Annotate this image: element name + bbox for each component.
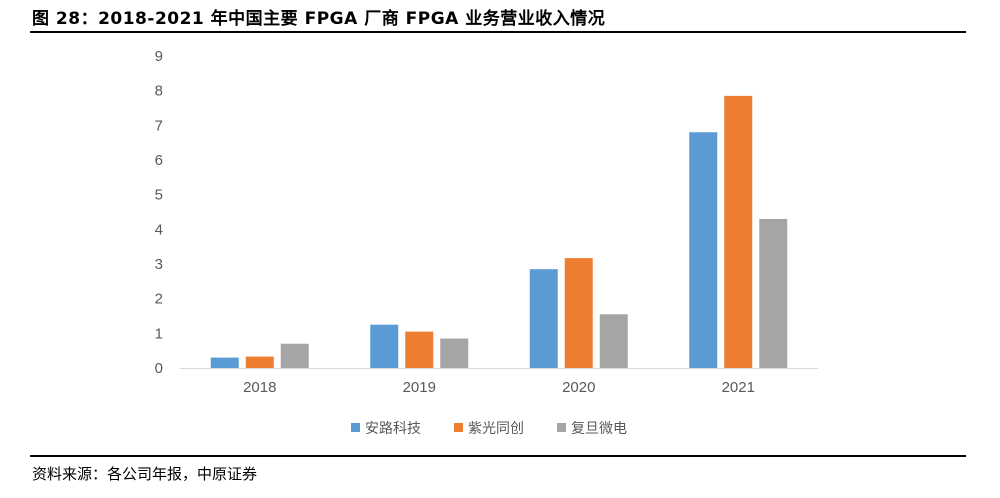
top-rule [30, 31, 966, 33]
y-tick-label: 0 [155, 360, 163, 377]
bar-紫光同创-2020 [564, 258, 593, 368]
bar-复旦微电-2021 [759, 218, 788, 368]
legend-label: 安路科技 [365, 421, 421, 437]
legend-label: 复旦微电 [571, 420, 627, 437]
y-tick-label: 9 [155, 48, 163, 65]
bar-group-2021 [689, 95, 788, 368]
x-tick-label: 2021 [722, 379, 755, 396]
legend-item: 紫光同创 [454, 421, 524, 437]
bar-安路科技-2018 [210, 357, 239, 368]
bar-紫光同创-2019 [405, 331, 434, 368]
bar-groups [210, 95, 788, 368]
legend-label: 紫光同创 [468, 421, 524, 437]
y-axis-ticks: 0 1 2 3 4 5 6 7 8 9 [155, 48, 163, 377]
bar-复旦微电-2020 [599, 314, 628, 368]
y-tick-label: 7 [155, 117, 163, 134]
figure-title: 图 28：2018-2021 年中国主要 FPGA 厂商 FPGA 业务营业收入… [32, 9, 606, 29]
bottom-rule [30, 455, 966, 457]
y-tick-label: 5 [155, 187, 163, 204]
y-tick-label: 8 [155, 83, 163, 100]
legend: 安路科技 紫光同创 复旦微电 [351, 420, 627, 437]
x-tick-label: 2019 [403, 379, 436, 396]
bar-紫光同创-2021 [724, 95, 753, 368]
legend-swatch [351, 423, 360, 432]
legend-swatch [454, 423, 463, 432]
legend-item: 复旦微电 [557, 420, 627, 437]
bar-group-2018 [210, 343, 309, 368]
legend-item: 安路科技 [351, 421, 421, 437]
legend-swatch [557, 423, 566, 432]
x-tick-label: 2018 [243, 379, 276, 396]
bar-复旦微电-2018 [280, 343, 309, 368]
bar-group-2019 [370, 324, 469, 368]
x-axis-ticks: 2018 2019 2020 2021 [243, 379, 755, 396]
y-tick-label: 4 [155, 221, 163, 238]
y-tick-label: 1 [155, 325, 163, 342]
y-tick-label: 6 [155, 152, 163, 169]
bar-安路科技-2021 [689, 132, 718, 368]
bar-安路科技-2020 [529, 269, 558, 368]
bar-复旦微电-2019 [440, 338, 469, 368]
bar-安路科技-2019 [370, 324, 399, 368]
bar-紫光同创-2018 [245, 356, 274, 368]
y-tick-label: 3 [155, 256, 163, 273]
y-tick-label: 2 [155, 291, 163, 308]
x-tick-label: 2020 [562, 379, 595, 396]
source-note: 资料来源：各公司年报，中原证券 [32, 465, 258, 483]
bar-group-2020 [529, 258, 628, 368]
